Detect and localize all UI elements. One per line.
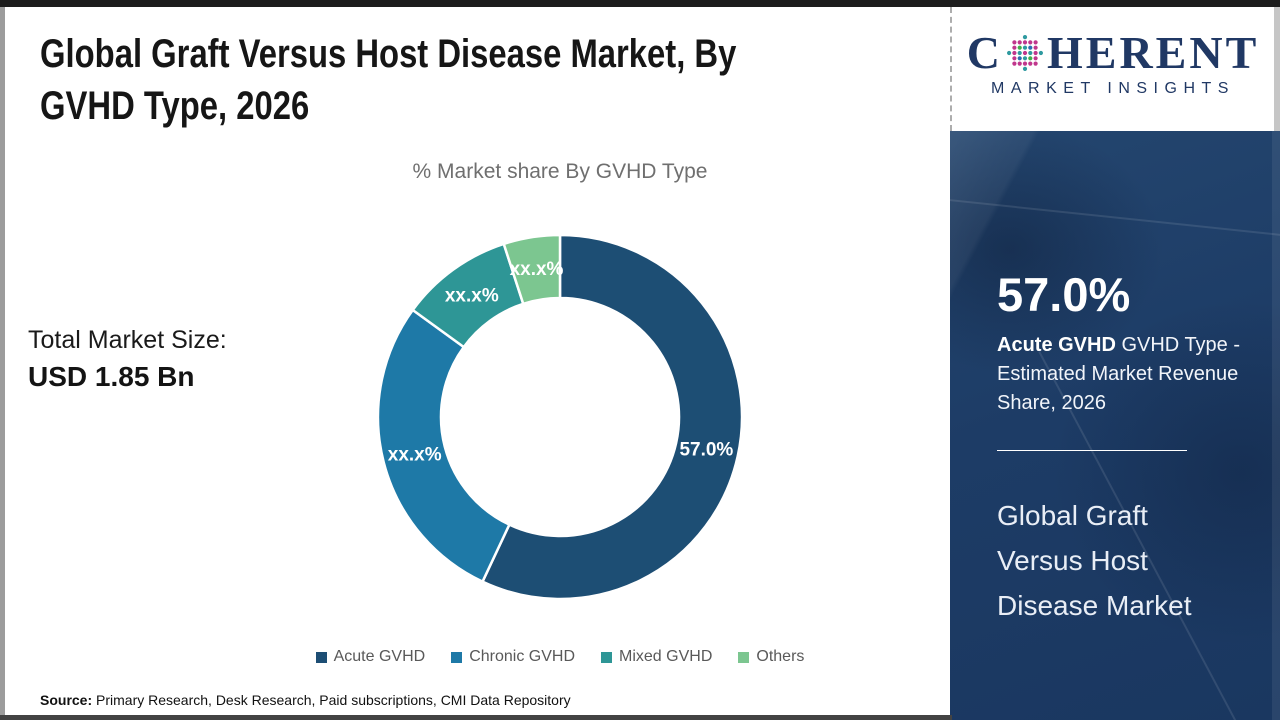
donut-label-mixed-gvhd: xx.x% [445, 286, 499, 307]
frame-border-right [1274, 7, 1280, 131]
globe-dot [1012, 61, 1017, 66]
sidebar-stat-value: 57.0% [997, 268, 1131, 321]
globe-dot [1012, 50, 1017, 56]
globe-dot [1017, 56, 1022, 61]
legend-swatch-icon [738, 651, 750, 663]
globe-dot [1033, 45, 1038, 50]
globe-dot [1012, 56, 1017, 61]
globe-dot [1022, 56, 1028, 61]
globe-dot [1033, 40, 1038, 45]
globe-dot [1022, 45, 1028, 50]
globe-dot [1028, 45, 1033, 50]
frame-border-top [0, 0, 1280, 7]
sidebar-stat-caption: GVHD Type - Estimated Market Revenue Sha… [997, 334, 1241, 414]
donut-label-acute-gvhd: 57.0% [679, 440, 733, 461]
sidebar-stat-segment: Acute GVHD [997, 334, 1116, 356]
donut-chart-container: 57.0% xx.x% xx.x% xx.x% [350, 207, 770, 627]
globe-dot [1033, 50, 1038, 56]
logo-word-end: HERENT [1046, 27, 1260, 78]
legend-swatch-icon [601, 651, 613, 663]
legend-item-others: Others [738, 648, 804, 666]
sidebar: 57.0% Acute GVHD GVHD Type - Estimated M… [940, 131, 1280, 720]
globe-dot [1033, 61, 1038, 66]
coherent-logo: C HERENT MARKET INSIGHTS [950, 7, 1274, 131]
sidebar-stat-description: Acute GVHD GVHD Type - Estimated Market … [997, 331, 1255, 418]
globe-dot [1006, 50, 1012, 56]
frame-border-left [0, 7, 5, 720]
frame-border-bottom [0, 715, 952, 720]
source-label: Source: [40, 692, 93, 708]
globe-dot [1017, 45, 1022, 50]
globe-dot [1028, 40, 1033, 45]
legend-item-acute-gvhd: Acute GVHD [315, 648, 426, 666]
globe-dot [1017, 50, 1022, 56]
globe-dot [1038, 50, 1043, 56]
donut-segment-acute-gvhd [481, 233, 744, 601]
legend-item-mixed-gvhd: Mixed GVHD [601, 648, 712, 666]
globe-dot [1033, 56, 1038, 61]
chart-title: % Market share By GVHD Type [412, 160, 708, 183]
sidebar-divider [997, 450, 1187, 451]
total-market-size-block: Total Market Size: USD 1.85 Bn [28, 326, 227, 393]
globe-dot [1022, 66, 1028, 71]
globe-dot [1028, 50, 1033, 56]
source-text: Primary Research, Desk Research, Paid su… [92, 692, 571, 708]
globe-dot [1022, 40, 1028, 45]
page-title: Global Graft Versus Host Disease Market,… [40, 28, 909, 132]
donut-chart: 57.0% xx.x% xx.x% xx.x% [376, 233, 744, 601]
globe-dot [1022, 35, 1028, 40]
legend-label: Acute GVHD [333, 648, 426, 665]
donut-label-chronic-gvhd: xx.x% [388, 444, 442, 465]
donut-label-others: xx.x% [510, 259, 564, 280]
globe-dot [1017, 61, 1022, 66]
globe-dot [1012, 45, 1017, 50]
logo-word-start: C [966, 27, 1003, 78]
legend-item-chronic-gvhd: Chronic GVHD [451, 648, 575, 666]
legend-swatch-icon [451, 651, 463, 663]
chart-legend: Acute GVHD Chronic GVHD Mixed GVHD Others [315, 645, 804, 669]
total-market-size-label: Total Market Size: [28, 326, 227, 354]
globe-dot [1028, 61, 1033, 66]
page-title-line2: GVHD Type, 2026 [40, 84, 310, 128]
total-market-size-value: USD 1.85 Bn [28, 361, 195, 392]
logo-brand-row: C HERENT [952, 27, 1274, 78]
donut-segment-chronic-gvhd [376, 308, 511, 583]
globe-dot [1022, 61, 1028, 66]
sidebar-market-name: Global Graft Versus Host Disease Market [997, 500, 1192, 621]
sidebar-edge-highlight [1272, 131, 1280, 720]
source-note: Source: Primary Research, Desk Research,… [40, 692, 571, 708]
logo-tagline: MARKET INSIGHTS [991, 80, 1235, 97]
globe-dot [1022, 50, 1028, 56]
globe-dot [1017, 40, 1022, 45]
globe-dot [1028, 56, 1033, 61]
sidebar-texture-line [940, 198, 1280, 238]
globe-dot [1012, 40, 1017, 45]
page-title-line1: Global Graft Versus Host Disease Market,… [40, 32, 737, 76]
legend-label: Mixed GVHD [619, 648, 713, 665]
donut-segment-others [502, 233, 562, 306]
legend-swatch-icon [315, 651, 327, 663]
legend-label: Others [756, 648, 805, 665]
legend-label: Chronic GVHD [469, 648, 576, 665]
globe-dots-icon [1006, 35, 1043, 71]
